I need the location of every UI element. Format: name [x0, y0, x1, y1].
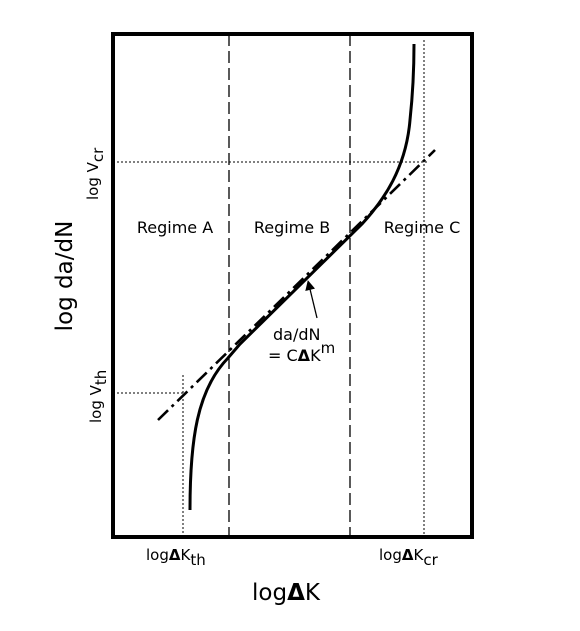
y-axis-title: log da/dN [52, 221, 78, 332]
y-tick-critical-velocity: log Vcr [84, 147, 107, 200]
crack-growth-curve [188, 43, 416, 511]
plot-frame [111, 32, 474, 539]
x-axis-title: logΔK [252, 580, 321, 606]
x-tick-critical-k: logΔKcr [379, 546, 439, 569]
equation-line-2: = CΔKm [268, 339, 335, 365]
x-tick-threshold-k: logΔKth [146, 546, 206, 569]
equation-arrow [305, 280, 318, 319]
regime-b-label: Regime B [254, 218, 330, 237]
y-tick-threshold-velocity: log Vth [87, 370, 110, 423]
regime-a-label: Regime A [137, 218, 213, 237]
equation-line-1: da/dN [273, 325, 320, 344]
paris-law-line [157, 149, 436, 421]
regime-c-label: Regime C [384, 218, 461, 237]
